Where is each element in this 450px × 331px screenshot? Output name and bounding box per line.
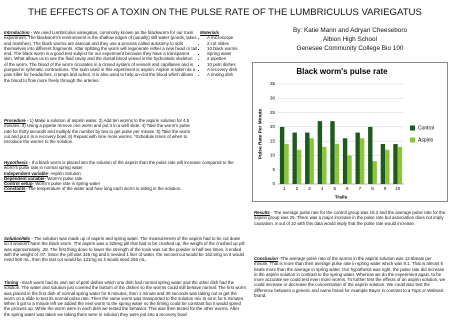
section-heading: Timing — [4, 280, 19, 285]
chart: Black worm's pulse rate 05101520253035Pu… — [252, 62, 448, 202]
section-heading: Materials — [200, 30, 220, 35]
legend-label: Aspirin — [418, 137, 434, 143]
bar — [368, 126, 373, 184]
material-item: 2 pipettes — [207, 56, 246, 61]
material-item: A recovery dish — [207, 67, 246, 72]
y-axis-title: Pulse Rate Per Minute — [257, 108, 263, 159]
procedure: Procedure - 1) Make a solution of aspiri… — [4, 118, 197, 144]
materials-list: A microscope2 cut slides10 black wormsSp… — [200, 35, 246, 77]
x-tick-label: 5 — [333, 186, 336, 191]
poster-title: THE EFFECTS OF A TOXIN ON THE PULSE RATE… — [28, 7, 422, 18]
bar — [284, 144, 289, 184]
material-item: Spring water — [207, 51, 246, 56]
material-item: A microscope — [207, 35, 246, 40]
section-heading: Conclusion — [254, 256, 278, 261]
bar — [372, 161, 377, 184]
x-tick-label: 2 — [296, 186, 299, 191]
section-text: - We used Lumbriculus variegatus, common… — [4, 30, 197, 83]
section-heading: Results — [254, 210, 270, 215]
bar — [397, 146, 403, 184]
material-item: 2 cut slides — [207, 41, 246, 46]
material-item: 10 black worms — [207, 46, 246, 51]
legend-swatch — [410, 125, 415, 131]
bar — [359, 138, 365, 184]
bar — [292, 132, 297, 184]
x-tick-label: 4 — [321, 186, 324, 191]
section-text: -The average pulse rate of the worms in … — [254, 256, 446, 299]
hypothesis: Hypothesis - If a black worm is placed i… — [4, 160, 246, 192]
y-tick-label: 30 — [270, 95, 276, 100]
section-heading: Procedure — [4, 118, 26, 123]
value: - The temperature of the water and how l… — [25, 186, 182, 192]
x-tick-label: 9 — [384, 186, 387, 191]
label: Independent variable — [4, 170, 48, 176]
y-tick-label: 35 — [270, 81, 276, 86]
conclusion: Conclusion -The average pulse rate of th… — [254, 256, 446, 298]
bar — [296, 149, 302, 184]
bar — [279, 126, 285, 184]
y-tick-label: 25 — [270, 110, 276, 115]
y-tick-label: 10 — [270, 153, 276, 158]
bar — [317, 121, 323, 184]
authors: By: Katie Mann and Adryan Cheeseboro Alb… — [252, 26, 448, 53]
value: - Worm's pulse rate in spring water — [32, 181, 101, 187]
section-text: - If a black worm is placed into the sol… — [4, 160, 234, 171]
bar — [309, 138, 314, 184]
legend-swatch — [410, 137, 415, 143]
author-line: By: Katie Mann and Adryan Cheeseboro — [292, 27, 408, 34]
chart-title: Black worm's pulse rate — [296, 67, 388, 76]
bar — [305, 132, 310, 184]
section-heading: Introduction — [4, 30, 30, 35]
value: - Worm's pulse rate — [44, 175, 83, 181]
x-tick-label: 3 — [308, 186, 311, 191]
legend-label: Control — [418, 125, 434, 131]
x-axis-title: Trails — [335, 194, 348, 200]
solution: Solution/Mix - The solution was made up … — [4, 236, 246, 262]
material-item: 10 petri dishes — [207, 62, 246, 67]
section-text: - The average pulse rate for the control… — [254, 210, 446, 226]
y-tick-label: 0 — [272, 181, 275, 186]
introduction: Introduction - We used Lumbriculus varie… — [4, 30, 197, 83]
section-heading: Solution/Mix — [4, 236, 31, 241]
bar — [342, 138, 348, 184]
x-tick-label: 6 — [346, 186, 349, 191]
bar — [330, 121, 335, 184]
bar — [380, 144, 386, 184]
bar — [385, 149, 390, 184]
timing: Timing - Each worm had its own set of pe… — [4, 280, 246, 317]
section-heading: Hypothesis — [4, 160, 28, 165]
y-tick-label: 5 — [272, 167, 275, 172]
y-tick-label: 15 — [270, 138, 276, 143]
y-tick-label: 20 — [270, 124, 276, 129]
label: Control setup — [4, 181, 33, 187]
results: Results - The average pulse rate for the… — [254, 210, 446, 226]
bar — [322, 146, 327, 184]
section-text: - Each worm had its own set of petri dis… — [4, 280, 246, 317]
school: Albion High School — [323, 36, 377, 43]
x-tick-label: 1 — [283, 186, 286, 191]
material-item: A rinsing dish — [207, 72, 246, 77]
bar — [355, 132, 360, 184]
section-text: - 1) Make a solution of aspirin water. 2… — [4, 118, 191, 145]
bar — [334, 144, 340, 184]
value: - Aspirin Solution — [47, 170, 81, 176]
x-tick-label: 7 — [359, 186, 362, 191]
bar — [347, 155, 352, 184]
label: Dependent variable — [4, 175, 45, 181]
course: Genesee Community College Bio 100 — [296, 45, 404, 52]
x-tick-label: 10 — [395, 186, 401, 191]
section-text: - The solution was made up of aspirin an… — [4, 236, 245, 263]
bar — [393, 144, 398, 184]
materials: Materials A microscope2 cut slides10 bla… — [200, 30, 246, 78]
x-tick-label: 8 — [371, 186, 374, 191]
label: Constants — [4, 186, 26, 192]
